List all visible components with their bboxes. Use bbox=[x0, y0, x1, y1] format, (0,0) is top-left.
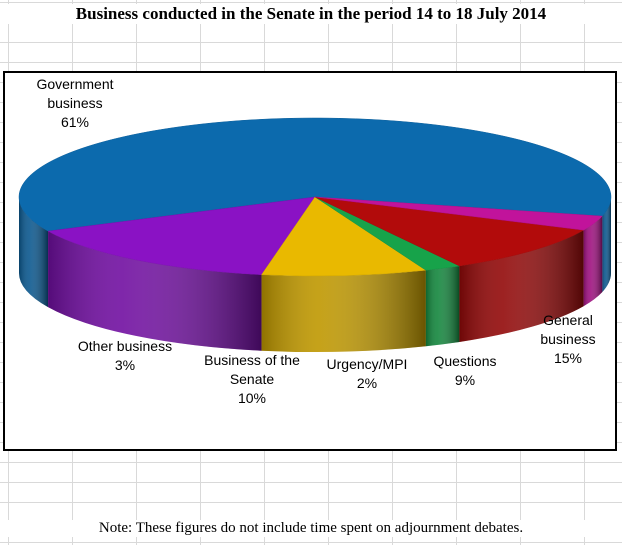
data-label-urgency-mpi: Urgency/MPI 2% bbox=[327, 356, 408, 391]
footnote: Note: These figures do not include time … bbox=[0, 520, 622, 537]
pie-slice-business-of-the-senate bbox=[314, 196, 585, 267]
data-label-other-business: Other business 3% bbox=[78, 338, 172, 373]
pie-side-shading-government-business bbox=[19, 197, 49, 308]
pie-slice-other-business bbox=[314, 196, 603, 231]
pie-slice-general-business bbox=[47, 196, 316, 275]
pie-sides bbox=[19, 197, 611, 353]
pie-side-shading-business-of-the-senate bbox=[459, 230, 584, 342]
data-label-government-business: Government business 61% bbox=[36, 76, 113, 130]
data-label-questions: Questions 9% bbox=[433, 353, 496, 388]
pie-top-faces bbox=[18, 117, 612, 277]
pie-side-shading-general-business bbox=[48, 231, 262, 351]
data-label-business-of-the-senate: Business of the Senate 10% bbox=[204, 352, 300, 406]
pie-side-shading-other-business bbox=[583, 216, 603, 307]
pie-slice-government-business bbox=[18, 117, 612, 232]
pie-side-shading-questions bbox=[261, 270, 426, 353]
pie-slice-questions bbox=[261, 196, 427, 277]
data-labels: Government business 61% General business 15% Q… bbox=[36, 76, 595, 406]
chart-area: Government business 61% General business 15% Q… bbox=[3, 71, 617, 451]
pie-chart: Government business 61% General business 15% Q… bbox=[18, 76, 612, 406]
pie-side-shading-urgency-mpi bbox=[425, 265, 460, 347]
chart-title: Business conducted in the Senate in the … bbox=[0, 4, 622, 24]
pie-side-shading-government-business bbox=[602, 197, 611, 293]
data-label-general-business: General business 15% bbox=[540, 312, 595, 366]
